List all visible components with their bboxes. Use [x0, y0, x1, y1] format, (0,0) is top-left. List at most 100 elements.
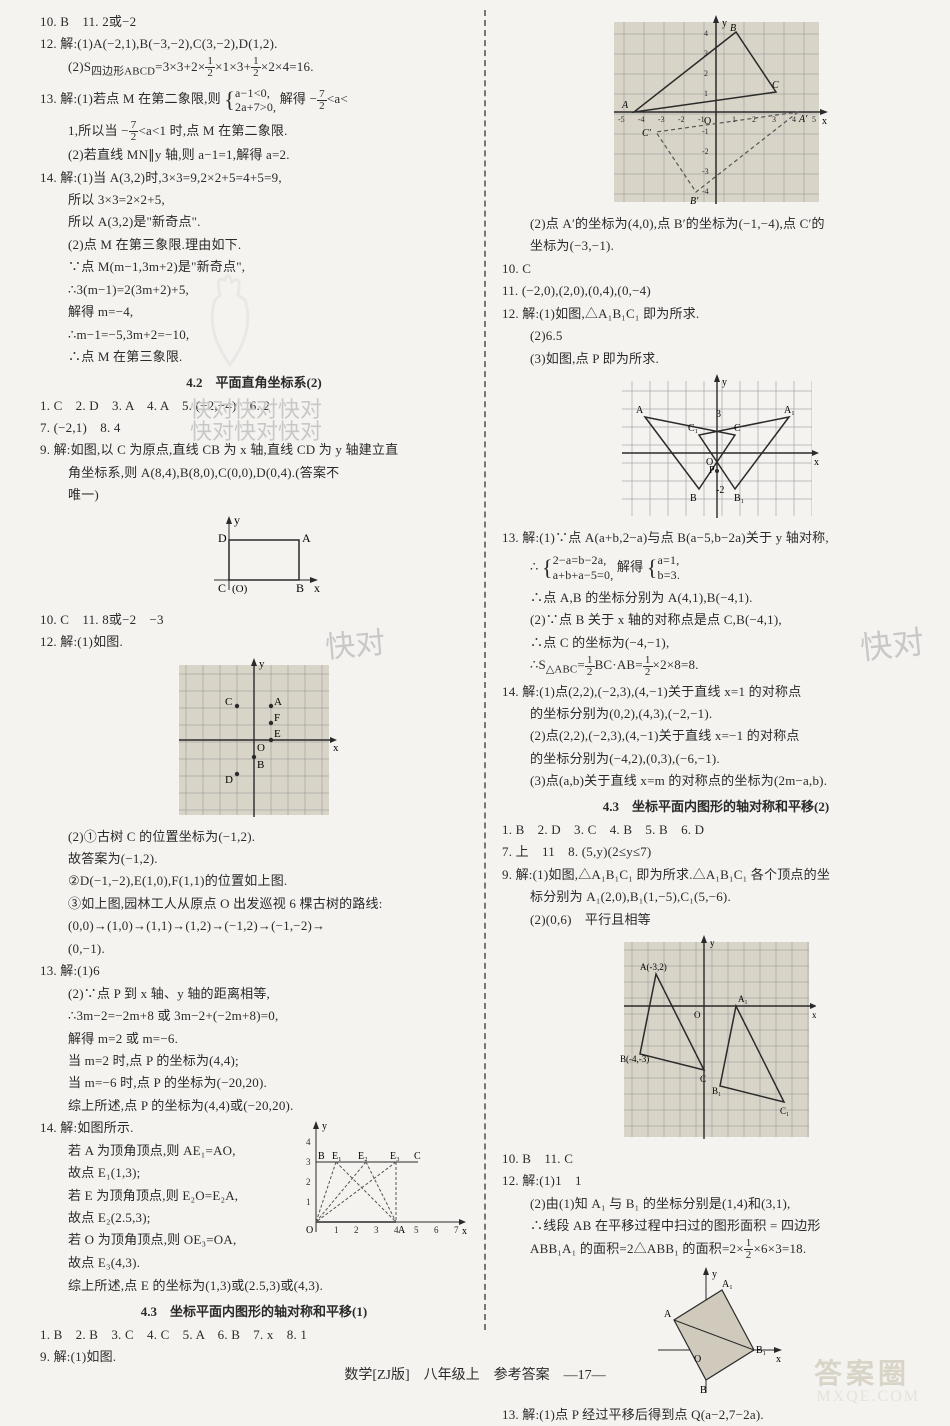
svg-text:A(-3,2): A(-3,2)	[640, 962, 667, 972]
svg-text:-5: -5	[618, 115, 625, 124]
heading-4-3b: 4.3 坐标平面内图形的轴对称和平移(2)	[502, 796, 930, 815]
heading-4-2: 4.2 平面直角坐标系(2)	[40, 372, 468, 391]
s2-q1-6: 1. C 2. D 3. A 4. A 5. (−2,−4) 6. 2	[40, 395, 468, 416]
svg-text:6: 6	[434, 1225, 439, 1235]
r-q12b: (2)6.5	[502, 325, 930, 346]
r-q14e: (3)点(a,b)关于直线 x=m 的对称点的坐标为(2m−a,b).	[502, 770, 930, 791]
svg-text:B₁: B₁	[712, 1086, 721, 1096]
svg-text:3: 3	[306, 1157, 311, 1167]
svg-text:C: C	[772, 80, 779, 91]
svg-text:A: A	[636, 405, 644, 416]
svg-text:4: 4	[792, 115, 796, 124]
svg-text:2: 2	[354, 1225, 359, 1235]
r-q12a: 12. 解:(1)如图,△A₁B₁C₁ 即为所求.	[502, 303, 930, 324]
svg-text:1: 1	[704, 89, 708, 98]
svg-text:2: 2	[752, 115, 756, 124]
figure-grid-trees: xyO A B C D E F	[169, 657, 339, 822]
r-q13d: (2)∵点 B 关于 x 轴的对称点是点 C,B(−4,1),	[502, 609, 930, 630]
svg-text:4: 4	[704, 29, 708, 38]
s2-q12a: 12. 解:(1)如图.	[40, 631, 468, 652]
svg-text:B: B	[257, 759, 264, 771]
q14-2d: 解得 m=−4,	[40, 301, 468, 322]
svg-text:C: C	[700, 1074, 706, 1084]
s2-q13f: 当 m=−6 时,点 P 的坐标为(−20,20).	[40, 1072, 468, 1093]
s4-q13a: 13. 解:(1)点 P 经过平移后得到点 Q(a−2,7−2a).	[502, 1404, 930, 1425]
svg-text:C′: C′	[642, 128, 652, 139]
svg-text:E₃: E₃	[390, 1151, 400, 1162]
r-q13b: ∴ {2−a=b−2a,a+b+a−5=0, 解得 {a=1,b=3.	[502, 550, 930, 586]
svg-text:C: C	[414, 1151, 421, 1162]
r-q12c: (3)如图,点 P 即为所求.	[502, 348, 930, 369]
svg-text:D: D	[218, 531, 227, 545]
svg-text:B(-4,-3): B(-4,-3)	[620, 1054, 649, 1064]
s4-q9c: (2)(0,6) 平行且相等	[502, 909, 930, 930]
svg-text:x: x	[822, 116, 827, 127]
svg-text:-1: -1	[702, 127, 709, 136]
q12-2: (2)S四边形ABCD=3×3+2×12×1×3+12×2×4=16.	[40, 56, 468, 81]
s4-q9b: 标分别为 A₁(2,0),B₁(1,−5),C₁(5,−6).	[502, 886, 930, 907]
svg-text:C₁: C₁	[688, 423, 698, 434]
s2-q13c: ∴3m−2=−2m+8 或 3m−2+(−2m+8)=0,	[40, 1005, 468, 1026]
svg-text:A′: A′	[798, 114, 808, 125]
svg-text:E: E	[274, 728, 281, 740]
r-q13e: ∴点 C 的坐标为(−4,−1),	[502, 632, 930, 653]
svg-text:F: F	[274, 712, 280, 724]
svg-text:3: 3	[374, 1225, 379, 1235]
s2-q13d: 解得 m=2 或 m=−6.	[40, 1028, 468, 1049]
svg-text:-3: -3	[702, 167, 709, 176]
svg-text:A: A	[621, 100, 629, 111]
r-q14d: 的坐标分别为(−4,2),(0,3),(−6,−1).	[502, 748, 930, 769]
svg-text:A₁: A₁	[722, 1279, 733, 1290]
column-divider	[484, 10, 486, 1330]
figure-isoceles-E: xy O 1234567 1234 BE₁ E₂E₃ CA	[298, 1117, 468, 1242]
r-q13f: ∴S△ABC=12BC·AB=12×2×8=8.	[502, 654, 930, 679]
svg-text:y: y	[234, 513, 240, 527]
q14-2f: ∴点 M 在第三象限.	[40, 346, 468, 367]
r-q14a: 14. 解:(1)点(2,2),(−2,3),(4,−1)关于直线 x=1 的对…	[502, 681, 930, 702]
svg-text:-4: -4	[638, 115, 645, 124]
svg-text:A: A	[664, 1309, 672, 1320]
svg-text:B: B	[296, 581, 304, 595]
page-footer: 数学[ZJ版] 八年级上 参考答案 —17—	[0, 1364, 950, 1384]
svg-text:B₁: B₁	[756, 1345, 766, 1356]
q14-1b: 所以 3×3=2×2+5,	[40, 189, 468, 210]
svg-text:1: 1	[306, 1197, 311, 1207]
s2-q14h: 综上所述,点 E 的坐标为(1,3)或(2.5,3)或(4,3).	[40, 1275, 468, 1296]
svg-text:(O): (O)	[232, 583, 248, 595]
r-q13a: 13. 解:(1)∵点 A(a+b,2−a)与点 B(a−5,b−2a)关于 y…	[502, 527, 930, 548]
svg-text:3: 3	[704, 49, 708, 58]
q13-2: (2)若直线 MN∥y 轴,则 a−1=1,解得 a=2.	[40, 144, 468, 165]
svg-text:y: y	[712, 1269, 717, 1280]
svg-text:A: A	[398, 1225, 406, 1236]
svg-text:D: D	[225, 774, 233, 786]
svg-text:y: y	[259, 658, 265, 670]
s2-q12c: 故答案为(−1,2).	[40, 848, 468, 869]
svg-text:E₁: E₁	[332, 1151, 342, 1162]
s2-q12d: ②D(−1,−2),E(1,0),F(1,1)的位置如上图.	[40, 870, 468, 891]
svg-text:7: 7	[454, 1225, 459, 1235]
svg-text:x: x	[812, 1010, 816, 1020]
svg-text:3: 3	[772, 115, 776, 124]
svg-text:O: O	[704, 116, 711, 127]
svg-text:A₁: A₁	[784, 405, 795, 416]
svg-text:A₁: A₁	[738, 994, 748, 1004]
s2-q13g: 综上所述,点 P 的坐标为(4,4)或(−20,20).	[40, 1095, 468, 1116]
r-q13c: ∴点 A,B 的坐标分别为 A(4,1),B(−4,1).	[502, 587, 930, 608]
svg-text:2: 2	[704, 69, 708, 78]
s2-q12g: (0,−1).	[40, 938, 468, 959]
svg-text:B: B	[700, 1385, 707, 1396]
figure-triangle-A1B1C1: AA₁ BB₁ CC₁ P xyO 3-2	[614, 373, 819, 523]
r-q14c: (2)点(2,2),(−2,3),(4,−1)关于直线 x=−1 的对称点	[502, 725, 930, 746]
s2-q14g: 故点 E₃(4,3).	[40, 1252, 468, 1273]
svg-text:y: y	[710, 938, 715, 948]
q14-2c: ∴3(m−1)=2(3m+2)+5,	[40, 279, 468, 300]
s3-q1-8: 1. B 2. B 3. C 4. C 5. A 6. B 7. x 8. 1	[40, 1324, 468, 1345]
svg-text:B: B	[730, 23, 736, 34]
svg-text:C: C	[734, 423, 741, 434]
q14-2a: (2)点 M 在第三象限.理由如下.	[40, 234, 468, 255]
q13-1b: 1,所以当 −72<a<1 时,点 M 在第二象限.	[40, 120, 468, 144]
svg-text:-2: -2	[716, 485, 724, 496]
svg-text:-2: -2	[678, 115, 685, 124]
svg-text:5: 5	[812, 115, 816, 124]
s2-q9c: 唯一)	[40, 484, 468, 505]
